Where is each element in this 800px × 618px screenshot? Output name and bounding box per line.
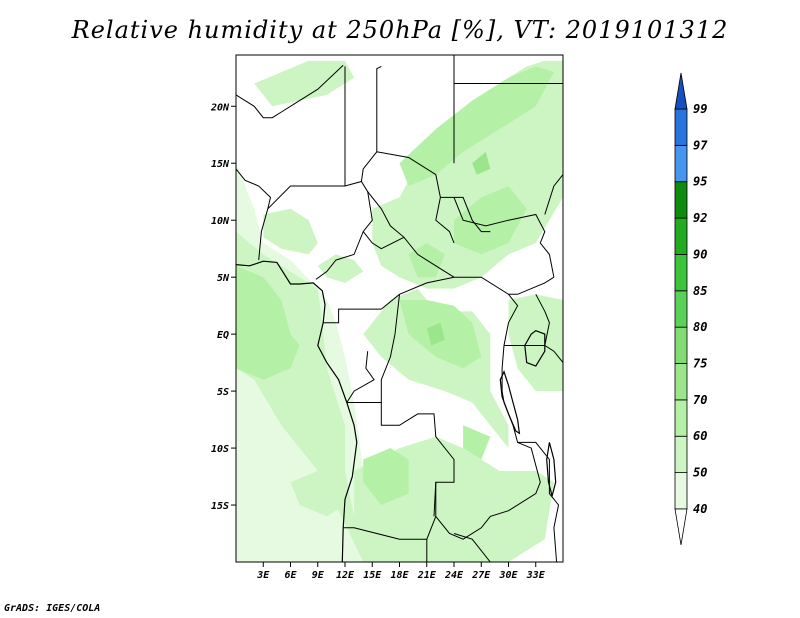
lake-outline-0 [524,330,546,367]
border-line-8 [453,533,491,562]
grads-credit: GrADS: IGES/COLA [4,603,101,614]
colorbar-box-90 [674,217,688,255]
lat-tick-label-15N: 15N [211,159,230,170]
colorbar-box-92 [674,181,688,219]
humidity-region-7 [317,254,364,283]
colorbar-box-75 [674,326,688,364]
lake-outline-1 [499,370,521,435]
lat-tick-label-10S: 10S [211,444,229,455]
lon-tick-label-3E: 3E [256,570,270,581]
colorbar-label-75: 75 [693,357,707,371]
border-line-22 [544,174,563,215]
colorbar-box-80 [674,290,688,328]
lon-tick-label-12E: 12E [336,570,355,581]
border-line-6 [343,516,437,540]
colorbar-label-99: 99 [693,102,707,116]
humidity-field [236,60,563,562]
colorbar-box-50 [674,435,688,473]
border-line-0 [323,308,382,324]
colorbar-label-95: 95 [693,175,707,189]
lon-tick-label-9E: 9E [312,570,325,581]
lat-tick-label-5N: 5N [217,273,230,284]
colorbar-label-40: 40 [693,502,707,516]
colorbar-box-97 [674,108,688,146]
map-title: Relative humidity at 250hPa [%], VT: 201… [71,16,729,44]
border-line-2 [380,276,555,310]
border-line-25 [504,345,563,363]
humidity-region-9 [508,294,563,392]
colorbar-label-92: 92 [693,211,707,225]
lon-tick-label-15E: 15E [363,570,382,581]
coastline-line [236,260,358,562]
lat-tick-label-20N: 20N [210,102,230,113]
humidity-region-15 [363,448,409,505]
lon-tick-label-33E: 33E [526,570,546,581]
border-line-23 [433,482,437,517]
colorbar-box-40 [674,472,688,510]
border-line-3 [346,294,400,403]
coastline [236,260,358,562]
humidity-region-17 [426,322,445,346]
border-line-18 [453,83,464,107]
lon-tick-label-6E: 6E [284,570,297,581]
colorbar: 40 50 60 70 75 80 85 90 92 95 97 99 [674,72,708,546]
humidity-region-18 [472,151,491,175]
humidity-region-10 [236,265,300,380]
lat-tick-label-15S: 15S [211,501,229,512]
border-line-15 [362,231,405,250]
lat-tick-label-5S: 5S [217,387,229,398]
colorbar-box-60 [674,399,688,437]
border-line-10 [267,180,373,280]
lake-outline-2 [546,442,557,499]
lon-tick-label-27E: 27E [471,570,491,581]
colorbar-box-95 [674,144,688,183]
colorbar-box-85 [674,254,688,292]
map-axes: 3E 6E 9E 12E 15E 18E 21E 24E 27E 30E 33E 20N 15N 10N 5… [210,102,546,581]
colorbar-label-85: 85 [693,284,707,298]
lakes [499,330,557,499]
colorbar-label-70: 70 [693,393,707,407]
border-line-13 [236,64,344,119]
border-line-11 [360,65,382,182]
colorbar-label-80: 80 [693,320,707,334]
border-line-21 [453,197,555,278]
colorbar-top-triangle [674,72,688,110]
border-line-17 [440,196,491,233]
lat-tick-label-10N: 10N [211,216,230,227]
humidity-region-8 [254,60,355,107]
colorbar-label-90: 90 [693,247,707,261]
lon-tick-label-21E: 21E [417,570,437,581]
lon-tick-label-24E: 24E [444,570,464,581]
lon-tick-label-18E: 18E [390,570,409,581]
border-line-1 [346,351,375,403]
humidity-region-6 [263,208,318,255]
humidity-region-12 [454,186,527,255]
humidity-region-2 [290,459,345,517]
colorbar-box-70 [674,363,688,401]
colorbar-label-60: 60 [693,429,707,443]
colorbar-label-97: 97 [693,138,708,152]
humidity-region-16 [463,425,491,460]
colorbar-bottom-triangle [674,508,688,546]
humidity-region-11 [399,66,554,186]
colorbar-label-50: 50 [693,466,707,480]
lon-tick-label-30E: 30E [498,570,518,581]
lat-tick-label-EQ: EQ [217,330,229,341]
border-line-9 [236,168,272,261]
